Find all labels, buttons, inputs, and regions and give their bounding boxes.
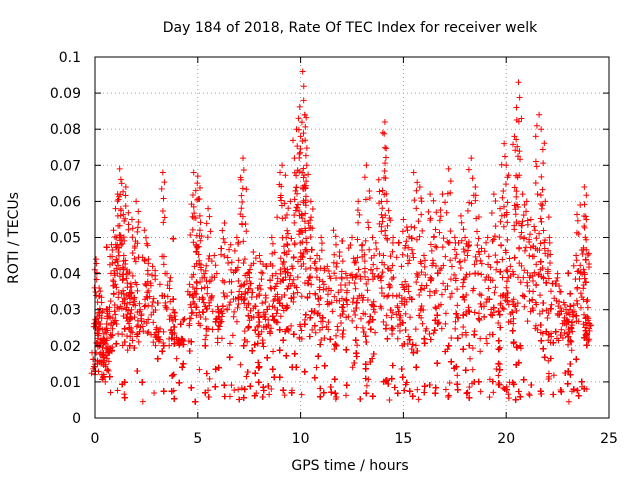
data-point <box>226 393 233 400</box>
data-point <box>467 355 474 362</box>
data-point <box>438 325 445 332</box>
data-point <box>331 346 338 353</box>
data-point <box>181 316 188 323</box>
data-point <box>151 390 158 397</box>
data-point <box>517 345 524 352</box>
data-point <box>414 386 421 393</box>
data-point <box>258 328 265 335</box>
data-point <box>545 370 552 377</box>
data-point <box>464 389 471 396</box>
data-point <box>565 398 572 405</box>
data-point <box>238 385 245 392</box>
data-point <box>466 384 473 391</box>
data-point <box>206 375 213 382</box>
data-point <box>526 392 533 399</box>
data-point <box>318 337 325 344</box>
data-point <box>343 392 350 399</box>
data-point <box>268 386 275 393</box>
data-point <box>574 387 581 394</box>
data-point <box>442 386 449 393</box>
data-point <box>469 366 476 373</box>
data-point <box>114 387 121 394</box>
data-point <box>490 389 497 396</box>
data-point <box>495 320 502 327</box>
data-point <box>430 330 437 337</box>
data-point <box>448 334 455 341</box>
data-point <box>477 348 484 355</box>
data-point <box>505 395 512 402</box>
data-point <box>496 381 503 388</box>
data-point <box>469 345 476 352</box>
data-point <box>298 391 305 398</box>
data-point <box>196 366 203 373</box>
data-point <box>486 394 493 401</box>
chart-title: Day 184 of 2018, Rate Of TEC Index for r… <box>163 20 538 36</box>
data-point <box>231 387 238 394</box>
data-point <box>505 391 512 398</box>
data-point <box>349 364 356 371</box>
data-point <box>477 388 484 395</box>
data-point <box>525 391 532 398</box>
data-point <box>532 322 539 329</box>
data-point <box>270 348 277 355</box>
data-point <box>495 372 502 379</box>
data-point <box>446 380 453 387</box>
data-points <box>88 68 594 405</box>
data-point <box>107 389 114 396</box>
data-point <box>550 372 557 379</box>
data-point <box>140 328 147 335</box>
data-point <box>365 376 372 383</box>
data-point <box>281 392 288 399</box>
data-point <box>228 382 235 389</box>
data-point <box>496 344 503 351</box>
data-point <box>483 335 490 342</box>
data-point <box>121 391 128 398</box>
data-point <box>408 345 415 352</box>
data-point <box>313 364 320 371</box>
data-point <box>309 326 316 333</box>
data-point <box>493 366 500 373</box>
data-point <box>363 382 370 389</box>
data-point <box>136 300 143 307</box>
data-point <box>266 391 273 398</box>
data-point <box>568 347 575 354</box>
data-point <box>173 355 180 362</box>
data-point <box>386 397 393 404</box>
data-point <box>139 398 146 405</box>
data-point <box>235 386 242 393</box>
data-point <box>237 361 244 368</box>
data-point <box>124 347 131 354</box>
data-point <box>260 343 267 350</box>
data-point <box>415 396 422 403</box>
data-point <box>454 372 461 379</box>
data-point <box>477 335 484 342</box>
